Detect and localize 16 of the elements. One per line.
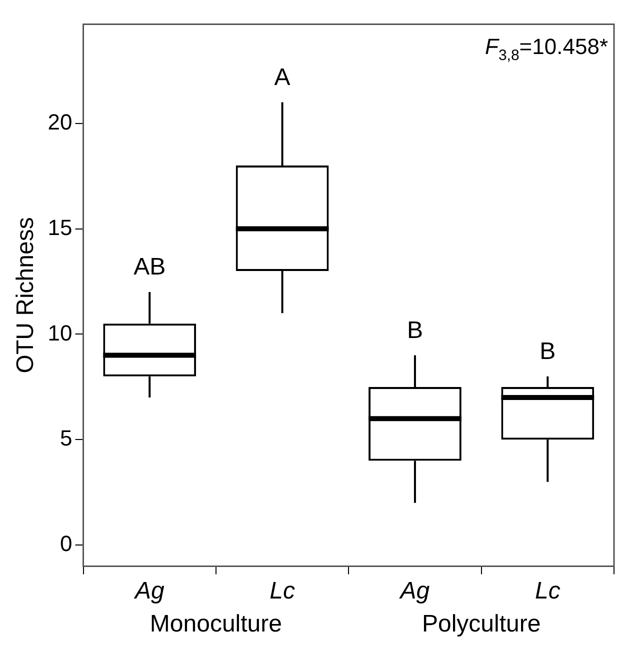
text: Polyculture <box>422 610 541 638</box>
text: Monoculture <box>150 610 282 638</box>
annotation: A <box>274 64 290 91</box>
x-tick-label: Ag <box>132 577 165 604</box>
annotation: B <box>406 316 423 344</box>
y-tick-label: 0 <box>60 531 72 556</box>
y-tick-label: 5 <box>60 426 72 451</box>
x-tick-label: Lc <box>270 577 295 604</box>
annotation: AB <box>134 254 166 281</box>
x-tick-label: Lc <box>534 577 560 604</box>
annotation: B <box>540 338 556 366</box>
x-tick-label: Ag <box>398 577 430 604</box>
y-tick-label: 15 <box>48 214 72 240</box>
y-tick-label: 10 <box>48 320 72 346</box>
y-tick-label: 20 <box>48 109 72 134</box>
y-axis-title: OTU Richness <box>12 217 40 374</box>
